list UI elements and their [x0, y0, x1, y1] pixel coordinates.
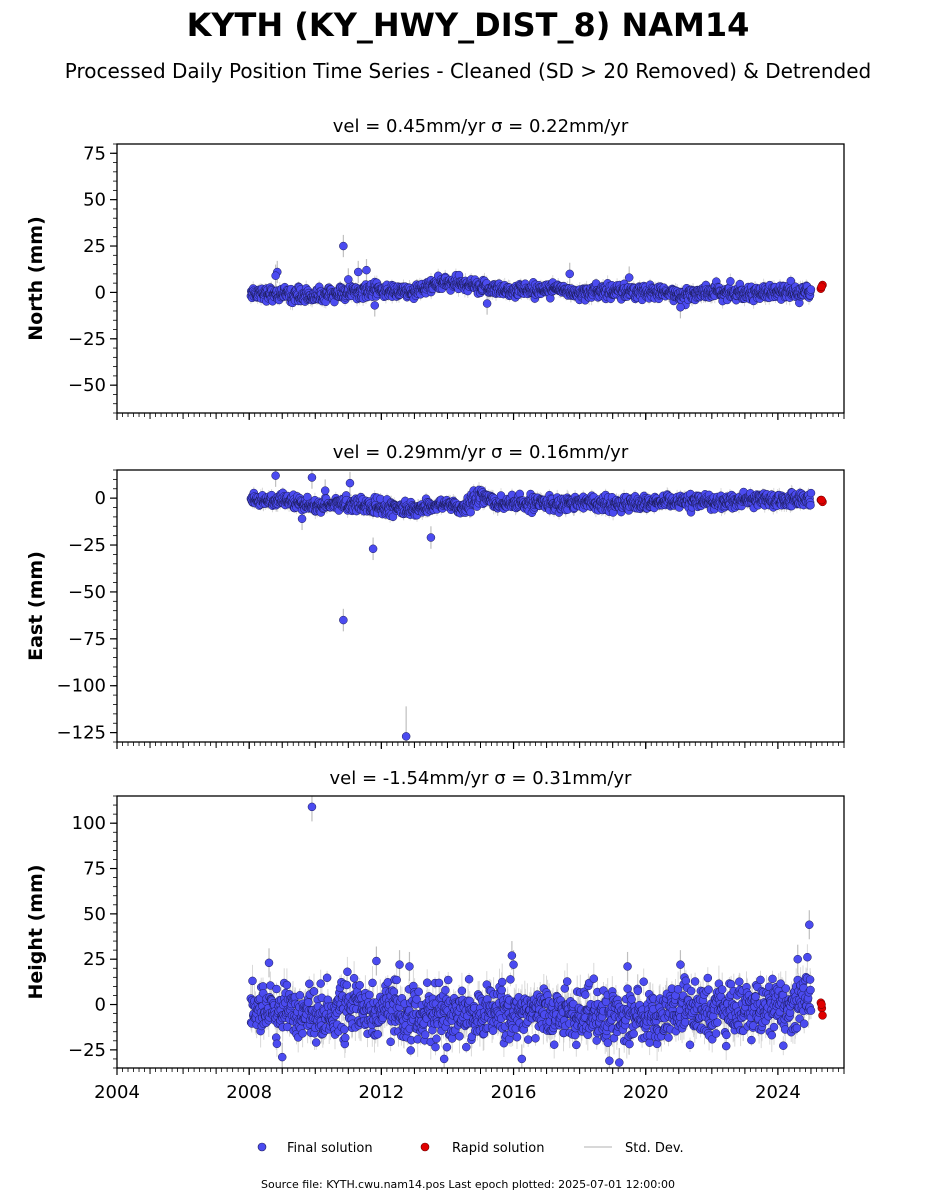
panel-title-east: vel = 0.29mm/yr σ = 0.16mm/yr: [333, 442, 629, 463]
final-point: [806, 285, 816, 294]
final-point-outlier: [482, 299, 492, 308]
ytick-label-north: −50: [68, 375, 106, 396]
final-point-outlier: [362, 265, 371, 275]
final-points-east: [246, 471, 816, 741]
ytick-label-north: −25: [68, 329, 106, 350]
final-point-outlier: [344, 275, 353, 284]
ytick-label-north: 50: [83, 190, 106, 211]
final-point-outlier: [339, 241, 348, 251]
final-point-outlier: [353, 267, 363, 277]
ylabel-north: North (mm): [25, 216, 47, 341]
ylabel-east: East (mm): [25, 551, 47, 661]
rapid-points-north: [816, 280, 827, 293]
final-point: [726, 277, 735, 286]
final-point-outlier: [370, 301, 380, 310]
ytick-label-north: 25: [83, 236, 106, 257]
final-point-outlier: [624, 273, 634, 282]
ytick-label-north: 75: [83, 143, 106, 164]
final-point-outlier: [271, 271, 280, 280]
chart-title: KYTH (KY_HWY_DIST_8) NAM14: [187, 6, 750, 44]
rapid-point: [817, 282, 826, 292]
plot-area-north: [246, 234, 827, 319]
chart-subtitle: Processed Daily Position Time Series - C…: [65, 59, 871, 83]
panel-title-north: vel = 0.45mm/yr σ = 0.22mm/yr: [333, 116, 629, 137]
final-points-north: [246, 241, 816, 312]
final-point-outlier: [565, 269, 574, 279]
final-point: [786, 276, 796, 286]
final-point-outlier: [676, 303, 685, 312]
ytick-label-north: 0: [95, 282, 106, 303]
plot-area-east: [246, 470, 827, 742]
